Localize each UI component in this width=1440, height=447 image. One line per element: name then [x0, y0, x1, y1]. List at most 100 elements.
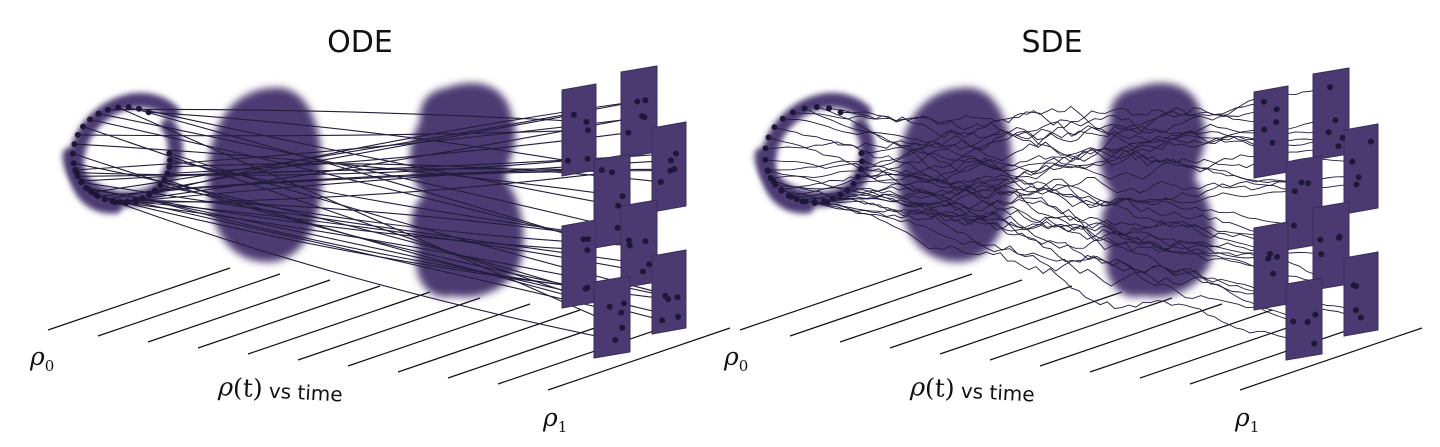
- sample-point: [161, 176, 168, 183]
- sample-point: [152, 187, 159, 194]
- sample-point: [1353, 181, 1360, 188]
- sample-point: [788, 193, 795, 200]
- sample-point: [837, 109, 844, 116]
- sample-point: [93, 191, 99, 198]
- sample-point: [1311, 340, 1318, 347]
- trajectory-line: [73, 162, 625, 304]
- trajectory-line: [117, 106, 623, 329]
- sample-point: [70, 150, 76, 157]
- trajectory-line: [814, 202, 1315, 345]
- axis-line: [939, 291, 1123, 355]
- trajectory-line: [74, 143, 623, 197]
- rho-t-vs-time-label: ρ(t) vs time: [909, 372, 1036, 408]
- sample-point: [639, 268, 646, 275]
- sample-point: [850, 180, 857, 187]
- sample-point: [793, 196, 800, 203]
- sample-point: [73, 169, 80, 176]
- sample-point: [762, 156, 769, 163]
- rho1-label: ρ1: [1234, 403, 1259, 436]
- rho-t-vs-time-label: ρ(t) vs time: [217, 372, 344, 408]
- trajectory-line: [148, 111, 569, 162]
- sample-point: [1291, 188, 1298, 195]
- axis-line: [347, 303, 531, 367]
- checker-square: [1285, 277, 1323, 361]
- sample-point: [675, 313, 682, 320]
- sample-point: [122, 200, 129, 206]
- trajectory-line: [107, 108, 587, 123]
- sample-point: [1267, 250, 1274, 257]
- sample-point: [606, 303, 613, 310]
- sample-point: [790, 109, 796, 116]
- sample-point: [585, 236, 591, 243]
- sample-point: [671, 166, 678, 173]
- sample-point: [1325, 129, 1332, 136]
- sample-point: [166, 163, 173, 170]
- sample-point: [614, 224, 621, 231]
- sample-point: [584, 127, 591, 134]
- sample-point: [626, 242, 633, 249]
- sample-point: [858, 150, 865, 157]
- axis-line: [989, 297, 1173, 361]
- trajectory-line: [861, 125, 1329, 154]
- sample-point: [115, 104, 122, 111]
- sample-point: [1357, 314, 1364, 321]
- sample-point: [779, 115, 786, 122]
- sample-point: [164, 170, 171, 177]
- sample-point: [1336, 234, 1342, 241]
- sample-point: [139, 195, 146, 201]
- sample-point: [770, 178, 777, 185]
- sample-point: [854, 173, 861, 180]
- sample-point: [765, 134, 772, 141]
- sample-point: [837, 192, 844, 198]
- sample-point: [1260, 98, 1267, 105]
- rho0-label: ρ0: [29, 342, 54, 375]
- trajectory-line: [72, 153, 586, 290]
- sample-point: [859, 158, 865, 165]
- checker-square: [1253, 85, 1289, 179]
- trajectory-line: [135, 201, 622, 314]
- sample-point: [84, 185, 91, 192]
- axis-line: [739, 267, 923, 331]
- trajectory-line: [773, 180, 1308, 323]
- sample-point: [673, 150, 679, 157]
- sample-point: [609, 169, 615, 176]
- sample-point: [1273, 106, 1280, 113]
- sample-point: [639, 113, 646, 120]
- trajectory-line: [791, 185, 1295, 207]
- trajectory-line: [805, 200, 1321, 241]
- sample-point: [646, 261, 653, 268]
- sample-point: [95, 110, 102, 117]
- sample-point: [1304, 319, 1311, 325]
- trajectory-line: [774, 126, 1274, 275]
- axis-line: [1189, 321, 1373, 385]
- sample-point: [1265, 255, 1272, 262]
- sample-point: [778, 186, 785, 193]
- sample-point: [659, 317, 666, 324]
- checker-square: [1343, 251, 1379, 337]
- sample-point: [657, 179, 664, 185]
- trajectory-line: [76, 158, 588, 176]
- sample-point: [104, 106, 111, 113]
- trajectory-line: [105, 114, 574, 200]
- sample-point: [1317, 236, 1324, 243]
- sample-point: [642, 97, 649, 104]
- sample-point: [135, 105, 142, 112]
- sample-point: [167, 157, 173, 164]
- sample-point: [799, 198, 806, 205]
- checker-square: [1343, 123, 1379, 215]
- trajectory-line: [89, 118, 589, 240]
- axis-line: [297, 297, 481, 361]
- trajectory-line: [128, 106, 584, 240]
- time-axis-lines: [47, 267, 731, 391]
- sample-point: [584, 247, 591, 254]
- sample-point: [146, 191, 153, 198]
- sample-points: [762, 84, 1374, 347]
- sample-point: [584, 284, 591, 291]
- trajectory-line: [125, 202, 588, 289]
- sample-point: [665, 296, 672, 303]
- axis-line: [1039, 303, 1223, 367]
- axis-line: [397, 309, 581, 373]
- trajectory-line: [138, 108, 619, 207]
- axis-line: [497, 321, 681, 385]
